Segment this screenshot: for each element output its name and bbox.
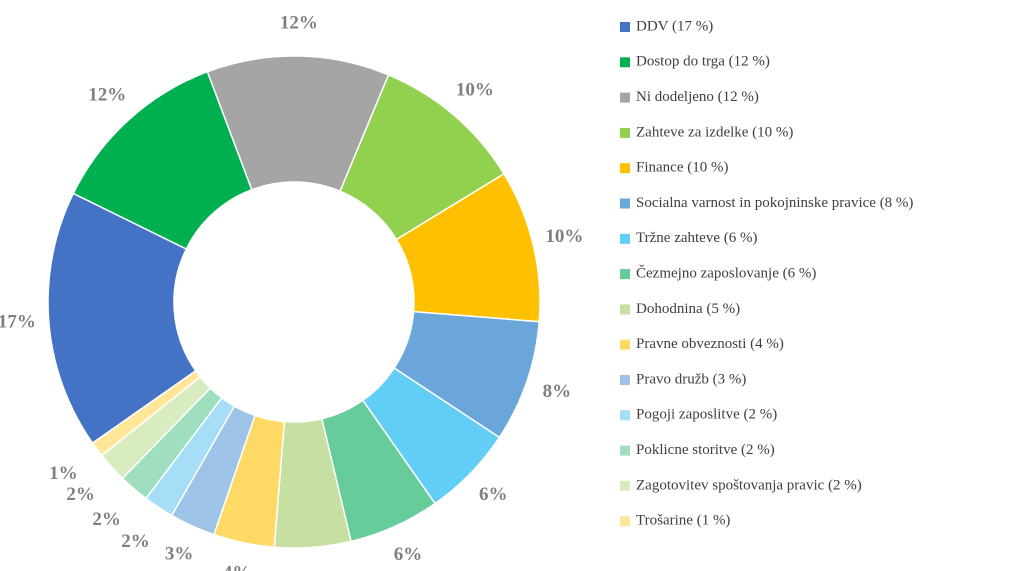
legend-label: Ni dodeljeno (12 %) [636, 89, 759, 105]
data-label: 2% [121, 531, 150, 552]
data-label: 17% [0, 312, 36, 333]
legend-label: Pogoji zaposlitve (2 %) [636, 407, 777, 423]
data-label: 3% [165, 544, 194, 565]
legend-swatch [620, 516, 630, 527]
donut-slice [72, 70, 253, 251]
data-label: 10% [456, 79, 494, 100]
legend-swatch [620, 269, 630, 280]
legend-label: Pravne obveznosti (4 %) [636, 336, 784, 352]
legend-label: Zahteve za izdelke (10 %) [636, 124, 793, 140]
legend-label: Finance (10 %) [636, 160, 728, 176]
data-label: 12% [280, 12, 318, 33]
legend-swatch [620, 445, 630, 456]
legend-label: Trošarine (1 %) [636, 513, 730, 529]
data-label: 8% [543, 381, 572, 402]
legend-swatch [620, 198, 630, 209]
legend-swatch [620, 127, 630, 138]
data-label: 4% [223, 562, 252, 571]
legend-swatch [620, 375, 630, 385]
legend-label: Tržne zahteve (6 %) [636, 230, 757, 246]
legend-label: Socialna varnost in pokojninske pravice … [636, 195, 913, 211]
legend-swatch [620, 22, 630, 32]
legend-swatch [620, 480, 630, 491]
data-label: 2% [92, 509, 121, 530]
donut-slice [91, 369, 202, 457]
donut-slice [47, 192, 197, 445]
legend-label: DDV (17 %) [636, 18, 713, 34]
data-label: 1% [49, 463, 78, 484]
legend-label: Pravo družb (3 %) [636, 371, 746, 387]
data-label: 5% [301, 568, 330, 571]
legend-swatch [620, 57, 630, 68]
legend-label: Zagotovitev spoštovanja pravic (2 %) [636, 477, 862, 493]
legend-swatch [620, 304, 630, 315]
data-label: 6% [394, 544, 423, 565]
data-label: 2% [66, 484, 95, 505]
legend-swatch [620, 339, 630, 350]
legend-label: Dohodnina (5 %) [636, 301, 740, 317]
legend-swatch [620, 233, 630, 244]
legend-label: Dostop do trga (12 %) [636, 54, 770, 70]
legend-swatch [620, 92, 630, 103]
legend-label: Poklicne storitve (2 %) [636, 442, 775, 458]
data-label: 12% [88, 84, 126, 105]
donut-slice [206, 55, 390, 193]
data-label: 10% [545, 226, 583, 247]
data-label: 6% [479, 484, 508, 505]
legend-swatch [620, 410, 630, 421]
legend-label: Čezmejno zaposlovanje (6 %) [636, 265, 816, 282]
legend-swatch [620, 163, 630, 174]
